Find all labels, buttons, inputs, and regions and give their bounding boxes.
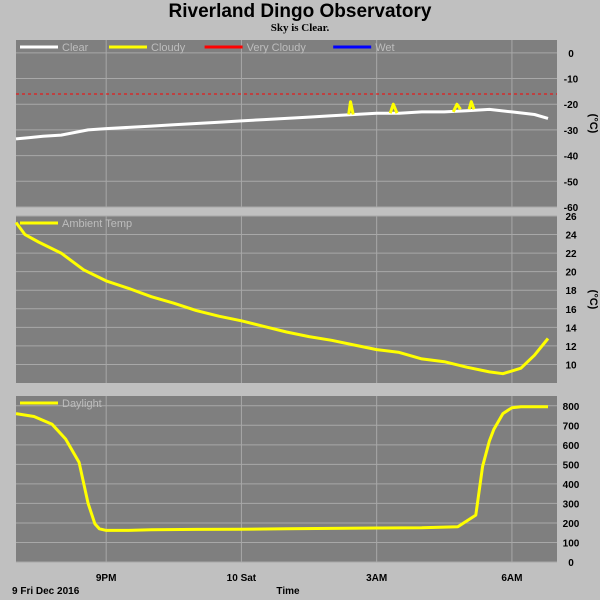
legend-label-daylight: Daylight [62, 398, 102, 410]
y-tick-label: 24 [565, 231, 577, 242]
y-tick-label: 600 [563, 441, 580, 452]
y-tick-label: 22 [565, 249, 577, 260]
y-tick-label: -10 [564, 75, 579, 86]
x-axis-title: Time [276, 586, 300, 597]
y-axis-unit-label: (°C) [587, 290, 599, 310]
y-tick-label: 200 [563, 519, 580, 530]
series-line-cloudy [347, 100, 355, 115]
series-line-cloudy [388, 102, 399, 114]
x-tick-label: 9PM [96, 573, 117, 584]
y-tick-label: -20 [564, 100, 579, 111]
plot-area [16, 40, 557, 207]
y-tick-label: 26 [565, 212, 577, 223]
y-tick-label: -30 [564, 126, 579, 137]
y-tick-label: 500 [563, 460, 580, 471]
legend-label-clear: Clear [62, 42, 89, 54]
y-tick-label: 400 [563, 480, 580, 491]
chart-panel-1: 0 -10 -20 -30 -40 -50 -60 (°C) Clear Cloudy Very C… [15, 40, 599, 214]
legend-label-very-cloudy: Very Cloudy [247, 42, 307, 54]
plot-area [16, 216, 557, 383]
plot-area [16, 396, 557, 562]
chart-panel-3: 800 700 600 500 400 300 200 100 0 Daylight [15, 396, 580, 569]
y-tick-label: 14 [565, 323, 577, 334]
y-tick-label: 10 [565, 360, 577, 371]
chart-panel-2: 26 24 22 20 18 16 14 12 10 (°C) Ambient Temp [14, 212, 599, 383]
series-line-cloudy [467, 100, 476, 110]
y-tick-label: 800 [563, 402, 580, 413]
y-tick-label: 20 [565, 268, 577, 279]
y-tick-label: 0 [568, 49, 574, 60]
x-tick-label: 10 Sat [227, 573, 257, 584]
legend-label-cloudy: Cloudy [151, 42, 186, 54]
sky-status-subtitle: Sky is Clear. [270, 22, 330, 34]
y-tick-label: -50 [564, 177, 579, 188]
x-tick-label: 3AM [366, 573, 387, 584]
y-tick-label: 300 [563, 499, 580, 510]
x-axis-start-date: 9 Fri Dec 2016 [12, 586, 80, 597]
legend-label-ambient-temp: Ambient Temp [62, 218, 132, 230]
page-title: Riverland Dingo Observatory [168, 1, 432, 22]
legend-label-wet: Wet [375, 42, 394, 54]
y-tick-label: 16 [565, 305, 577, 316]
y-tick-label: 100 [563, 538, 580, 549]
y-tick-label: -60 [564, 203, 579, 214]
series-line-clear [15, 107, 549, 141]
y-tick-label: -40 [564, 152, 579, 163]
y-axis-unit-label: (°C) [587, 114, 599, 134]
y-tick-label: 0 [568, 558, 574, 569]
y-tick-label: 700 [563, 421, 580, 432]
series-line-cloudy [451, 102, 462, 113]
series-line-ambient-temp [14, 221, 550, 376]
y-tick-label: 12 [565, 342, 577, 353]
y-tick-label: 18 [565, 286, 577, 297]
x-tick-label: 6AM [501, 573, 522, 584]
series-line-daylight [15, 405, 548, 532]
